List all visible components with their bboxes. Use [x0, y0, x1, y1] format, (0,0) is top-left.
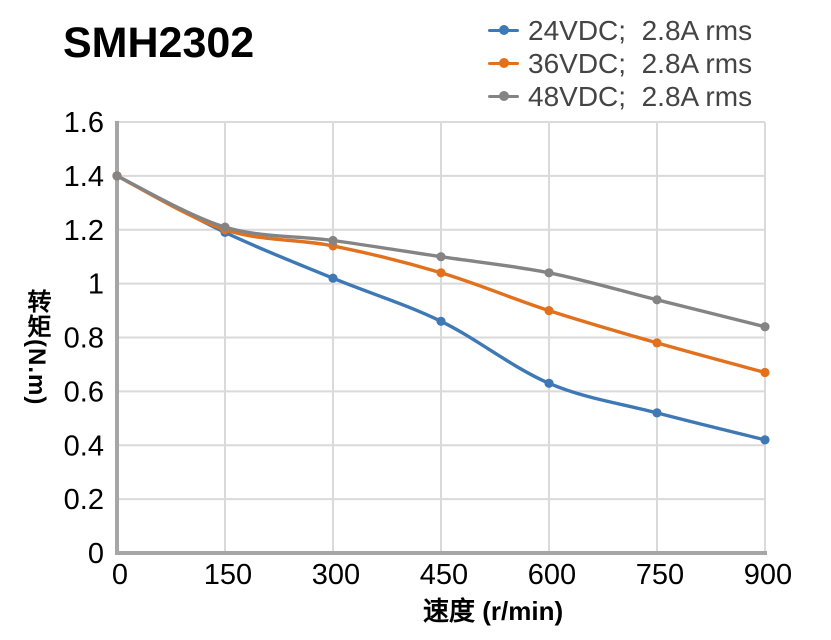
data-point-marker-36vdc	[544, 306, 554, 316]
legend-label: 24VDC; 2.8A rms	[528, 14, 753, 46]
data-point-marker-24vdc	[760, 435, 770, 445]
data-point-marker-24vdc	[328, 273, 338, 283]
data-point-marker-24vdc	[652, 408, 662, 418]
x-tick-label: 150	[204, 559, 252, 591]
data-point-marker-48vdc	[220, 222, 230, 232]
y-tick-label: 1.6	[64, 107, 104, 139]
x-tick-label: 750	[636, 559, 684, 591]
x-tick-label: 0	[112, 559, 128, 591]
legend-marker-line	[488, 58, 519, 69]
y-tick-label: 0.8	[64, 323, 104, 355]
data-point-marker-36vdc	[760, 367, 770, 378]
x-tick-label: 450	[420, 559, 468, 591]
y-tick-label: 0	[88, 538, 104, 570]
data-point-marker-48vdc	[652, 295, 662, 305]
data-point-marker-48vdc	[112, 171, 122, 181]
legend-marker-line	[488, 25, 519, 36]
legend-item-36vdc: 36VDC; 2.8A rms	[488, 47, 752, 80]
data-point-marker-36vdc	[652, 338, 662, 348]
data-point-marker-36vdc	[436, 268, 446, 278]
x-tick-label: 900	[744, 559, 792, 591]
x-tick-label: 300	[312, 559, 360, 591]
y-tick-label: 1.2	[64, 215, 104, 247]
data-point-marker-24vdc	[436, 316, 446, 326]
legend-item-48vdc: 48VDC; 2.8A rms	[488, 80, 752, 113]
x-tick-label: 600	[528, 559, 576, 591]
legend-marker-dot	[498, 91, 509, 102]
data-point-marker-48vdc	[760, 322, 770, 332]
legend: 24VDC; 2.8A rms 36VDC; 2.8A rms 48VDC; 2…	[488, 14, 752, 113]
y-tick-label: 0.4	[64, 430, 104, 462]
data-point-marker-48vdc	[436, 252, 446, 262]
x-axis-title: 速度 (r/min)	[423, 596, 564, 626]
y-tick-label: 0.6	[64, 376, 104, 408]
legend-marker-dot	[498, 58, 509, 69]
y-tick-label: 1.4	[64, 161, 104, 193]
legend-label: 36VDC; 2.8A rms	[528, 47, 753, 79]
data-point-marker-48vdc	[328, 235, 338, 246]
legend-marker-line	[488, 91, 519, 102]
y-tick-label: 0.2	[64, 484, 104, 516]
data-point-marker-24vdc	[544, 378, 554, 388]
legend-label: 48VDC; 2.8A rms	[528, 80, 753, 112]
legend-item-24vdc: 24VDC; 2.8A rms	[488, 14, 752, 47]
y-axis-title: 转矩(N.m)	[23, 289, 50, 406]
y-tick-label: 1	[88, 269, 104, 301]
chart-title: SMH2302	[63, 19, 255, 67]
legend-marker-dot	[498, 25, 509, 36]
data-point-marker-48vdc	[544, 268, 554, 278]
